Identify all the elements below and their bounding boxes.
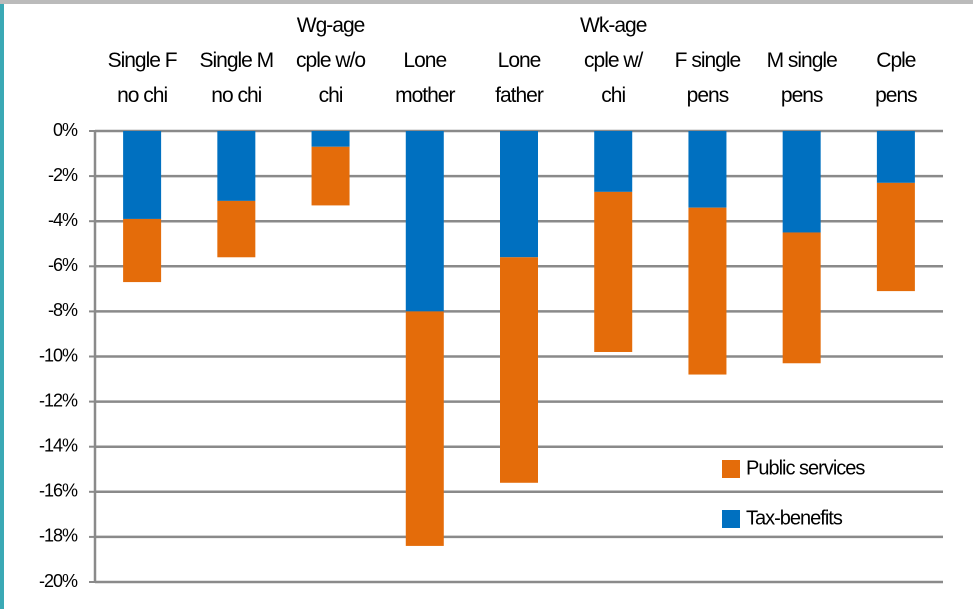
x-category-line: pens xyxy=(687,84,729,107)
bar-segment xyxy=(594,131,633,192)
y-tick-label: 0% xyxy=(53,120,78,140)
y-tick-label: -18% xyxy=(39,526,78,546)
bar-segment xyxy=(688,207,727,375)
x-category-line: F single xyxy=(675,49,741,72)
legend-swatch xyxy=(722,460,740,478)
x-category-label: Lone mother xyxy=(395,49,455,107)
bar-segment xyxy=(876,182,915,292)
x-category-line: no chi xyxy=(211,84,261,107)
x-category-line: cple w/o xyxy=(296,49,365,72)
bar-segment xyxy=(123,218,162,283)
x-category-label: Single M no chi xyxy=(199,49,273,107)
frame-left xyxy=(0,0,4,609)
bar-segment xyxy=(782,232,821,364)
bar-segment xyxy=(876,131,915,183)
x-category-line: Cple xyxy=(876,49,916,72)
x-category-line: chi xyxy=(319,84,343,107)
x-category-line: Single M xyxy=(199,49,273,72)
x-category-label: Single F no chi xyxy=(108,49,177,107)
legend-swatch xyxy=(722,510,740,528)
y-tick-label: -2% xyxy=(48,165,78,185)
x-category-line: father xyxy=(495,84,544,107)
x-category-line: chi xyxy=(601,84,625,107)
y-tick-label: -8% xyxy=(48,300,78,320)
legend-label: Public services xyxy=(746,457,865,479)
x-category-label: Cple pens xyxy=(875,49,917,107)
bar-segment xyxy=(123,131,162,219)
frame-top xyxy=(0,0,973,4)
x-category-line: Lone xyxy=(498,49,541,72)
bar-segment xyxy=(405,311,444,546)
x-category-line: Wg-age xyxy=(297,14,365,37)
x-category-line: Lone xyxy=(403,49,446,72)
x-category-line: cple w/ xyxy=(584,49,644,72)
x-category-line: mother xyxy=(395,84,455,107)
y-tick-label: -16% xyxy=(39,481,78,501)
legend-label: Tax-benefits xyxy=(746,507,843,529)
bar-segment xyxy=(500,257,538,483)
x-category-label: M single pens xyxy=(767,49,838,107)
y-tick-label: -6% xyxy=(48,255,78,275)
x-category-label: F single pens xyxy=(675,49,741,107)
bar-segment xyxy=(405,131,444,312)
bar-segment xyxy=(688,131,727,208)
x-category-line: no chi xyxy=(117,84,167,107)
y-tick-label: -12% xyxy=(39,390,78,410)
bar-segment xyxy=(500,131,538,258)
bar-segment xyxy=(594,191,633,352)
bar-segment xyxy=(782,131,821,233)
y-tick-label: -10% xyxy=(39,345,78,365)
bar-segment xyxy=(311,146,350,206)
x-category-line: M single xyxy=(767,49,838,72)
bar-segment xyxy=(217,200,256,258)
x-category-line: pens xyxy=(875,84,917,107)
x-category-label: Wk-age cple w/chi xyxy=(580,14,647,107)
bar-segment xyxy=(311,131,350,147)
y-tick-label: -20% xyxy=(39,571,78,591)
x-category-line: Wk-age xyxy=(580,14,647,37)
bar-segment xyxy=(217,131,256,201)
x-category-label: Lone father xyxy=(495,49,544,107)
y-tick-label: -4% xyxy=(48,210,78,230)
x-category-line: pens xyxy=(781,84,823,107)
x-category-line: Single F xyxy=(108,49,177,72)
x-category-label: Wg-age cple w/o chi xyxy=(296,14,365,107)
y-tick-label: -14% xyxy=(39,435,78,455)
